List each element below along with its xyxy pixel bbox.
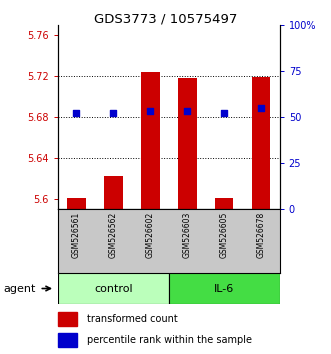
Text: GDS3773 / 10575497: GDS3773 / 10575497 xyxy=(94,12,237,25)
Text: GSM526603: GSM526603 xyxy=(183,212,192,258)
Text: control: control xyxy=(94,284,133,293)
Bar xyxy=(67,198,86,209)
Bar xyxy=(58,312,77,326)
Bar xyxy=(215,198,233,209)
Bar xyxy=(141,72,160,209)
Point xyxy=(148,108,153,114)
Bar xyxy=(252,77,270,209)
Text: percentile rank within the sample: percentile rank within the sample xyxy=(87,335,252,345)
Text: IL-6: IL-6 xyxy=(214,284,234,293)
Point xyxy=(74,110,79,116)
Point xyxy=(259,105,264,110)
Bar xyxy=(58,333,77,347)
Point xyxy=(111,110,116,116)
Bar xyxy=(58,273,169,304)
Bar xyxy=(104,176,122,209)
Point xyxy=(185,108,190,114)
Bar xyxy=(169,273,280,304)
Point xyxy=(221,110,227,116)
Text: GSM526678: GSM526678 xyxy=(257,212,266,258)
Bar xyxy=(178,78,197,209)
Text: transformed count: transformed count xyxy=(87,314,177,324)
Text: GSM526562: GSM526562 xyxy=(109,212,118,258)
Text: GSM526561: GSM526561 xyxy=(72,212,81,258)
Text: agent: agent xyxy=(3,284,36,293)
Text: GSM526602: GSM526602 xyxy=(146,212,155,258)
Text: GSM526605: GSM526605 xyxy=(220,212,229,258)
